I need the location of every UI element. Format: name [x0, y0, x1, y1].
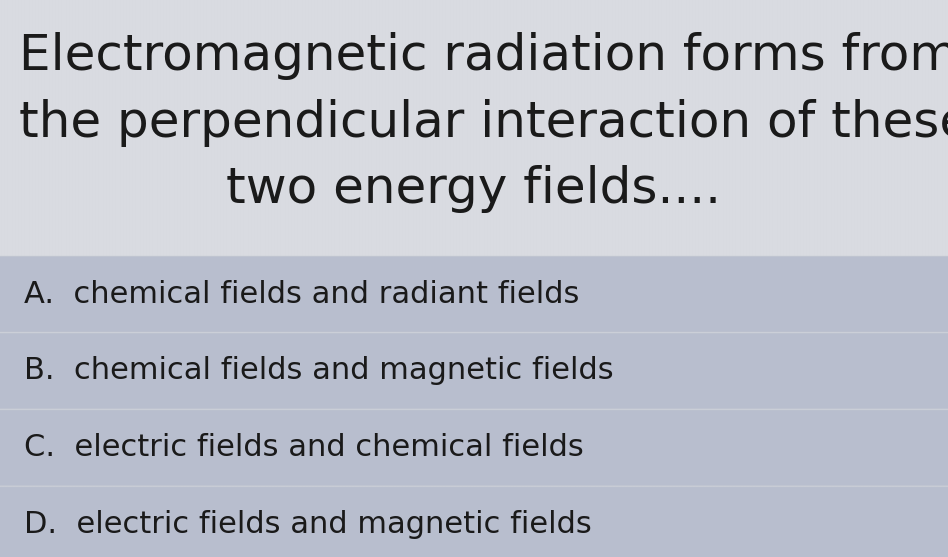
Text: B.  chemical fields and magnetic fields: B. chemical fields and magnetic fields — [24, 356, 613, 385]
Text: Electromagnetic radiation forms from: Electromagnetic radiation forms from — [19, 32, 948, 80]
FancyBboxPatch shape — [0, 256, 948, 332]
Text: A.  chemical fields and radiant fields: A. chemical fields and radiant fields — [24, 280, 579, 309]
FancyBboxPatch shape — [0, 410, 948, 486]
Text: C.  electric fields and chemical fields: C. electric fields and chemical fields — [24, 433, 583, 462]
FancyBboxPatch shape — [0, 487, 948, 557]
Text: two energy fields....: two energy fields.... — [227, 165, 721, 213]
Text: the perpendicular interaction of these: the perpendicular interaction of these — [19, 99, 948, 146]
Text: D.  electric fields and magnetic fields: D. electric fields and magnetic fields — [24, 510, 592, 539]
FancyBboxPatch shape — [0, 333, 948, 409]
